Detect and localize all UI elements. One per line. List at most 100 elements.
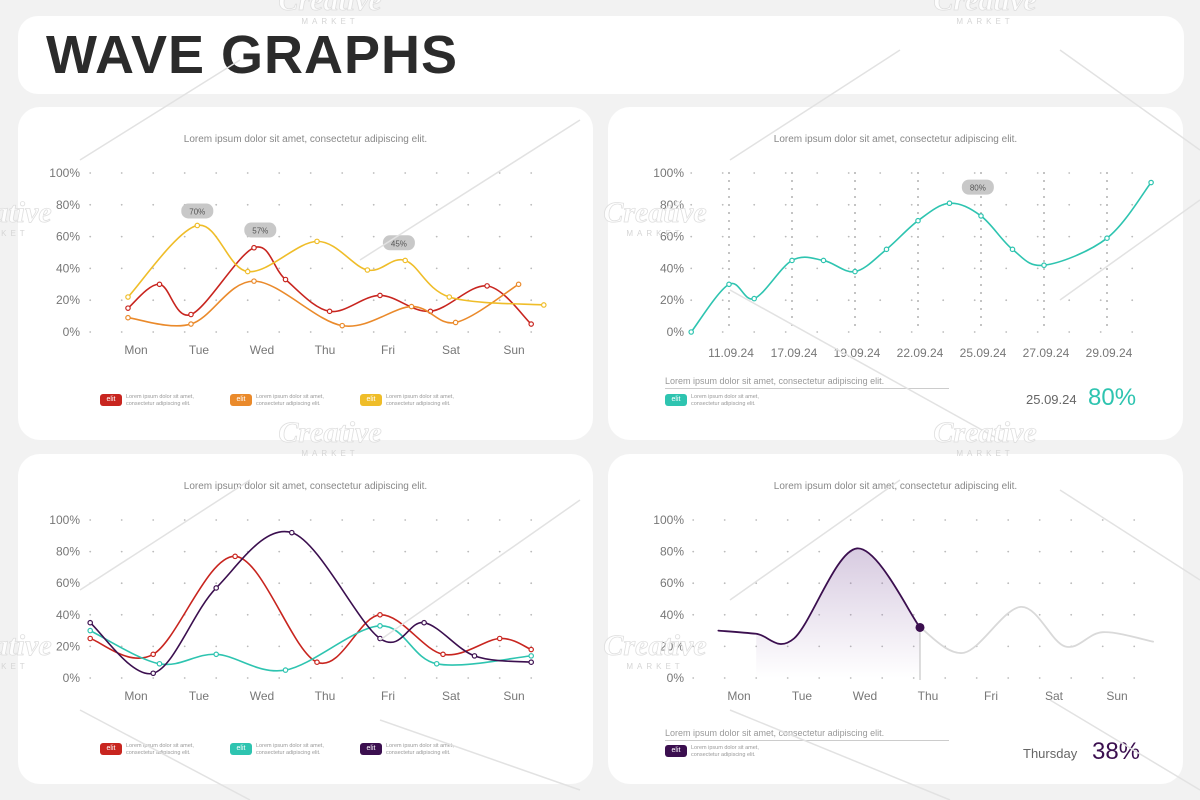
x-tick-label: Tue: [189, 689, 210, 703]
data-point: [440, 651, 446, 658]
grid-dot: [723, 582, 726, 585]
grid-dot: [467, 677, 470, 679]
legend-swatch: elit: [230, 743, 252, 755]
grid-dot: [341, 331, 344, 333]
grid-dot: [498, 645, 501, 648]
grid-dot: [341, 613, 344, 616]
grid-dot: [309, 550, 312, 553]
grid-dot: [530, 267, 533, 270]
grid-dot: [435, 519, 438, 521]
grid-dot: [1070, 677, 1073, 679]
grid-dot: [246, 203, 249, 206]
chart-caption: Lorem ipsum dolor sit amet, consectetur …: [183, 481, 428, 492]
grid-dot: [498, 203, 501, 206]
grid-dot: [372, 267, 375, 270]
grid-dot: [1068, 235, 1071, 238]
grid-dot: [728, 260, 730, 262]
grid-dot: [786, 550, 789, 553]
legend-item: elit Lorem ipsum dolor sit amet, consecte…: [360, 743, 468, 757]
x-tick-label: Wed: [250, 689, 274, 703]
grid-dot: [942, 299, 945, 302]
y-tick-label: 40%: [660, 608, 684, 622]
data-point: [402, 257, 409, 264]
grid-dot: [435, 203, 438, 206]
grid-dot: [975, 550, 978, 553]
grid-dot: [975, 582, 978, 585]
grid-dot: [183, 519, 186, 521]
grid-dot: [728, 228, 730, 230]
grid-dot: [1043, 324, 1045, 326]
grid-dot: [753, 235, 756, 238]
grid-dot: [917, 204, 919, 206]
grid-dot: [728, 180, 730, 182]
grid-dot: [721, 235, 724, 238]
grid-dot: [791, 292, 793, 294]
grid-dot: [1043, 196, 1045, 198]
data-point: [515, 281, 522, 288]
grid-dot: [467, 645, 470, 648]
grid-dot: [120, 203, 123, 206]
y-tick-label: 0%: [667, 671, 685, 685]
grid-dot: [89, 267, 92, 270]
legend-item: elit Lorem ipsum dolor sit amet, consecte…: [360, 394, 468, 408]
grid-dot: [1036, 299, 1039, 302]
grid-dot: [152, 613, 155, 616]
grid-dot: [728, 300, 730, 302]
x-tick-label: Tue: [792, 689, 813, 703]
grid-dot: [1043, 204, 1045, 206]
grid-dot: [917, 196, 919, 198]
grid-dot: [1005, 235, 1008, 238]
chart-panel-date-series: Lorem ipsum dolor sit amet, consectetur …: [608, 107, 1183, 440]
grid-dot: [530, 203, 533, 206]
grid-dot: [530, 677, 533, 679]
grid-dot: [1043, 276, 1045, 278]
wave-chart-svg: 100% 80% 60% 40% 20% 0% Mon Tue Wed Thu Fri Sat Sun: [49, 513, 535, 703]
grid-dot: [89, 645, 92, 648]
grid-dot: [791, 316, 793, 318]
grid-dot: [309, 331, 312, 333]
grid-dot: [784, 235, 787, 238]
grid-dot: [309, 677, 312, 679]
grid-dot: [498, 582, 501, 585]
grid-dot: [816, 267, 819, 270]
grid-dot: [467, 550, 470, 553]
grid-dot: [1043, 284, 1045, 286]
grid-dot: [215, 331, 218, 333]
grid-dot: [341, 677, 344, 679]
data-point: [1148, 179, 1154, 186]
data-point: [528, 646, 535, 653]
grid-dot: [215, 613, 218, 616]
grid-dot: [690, 203, 693, 206]
grid-dot: [917, 212, 919, 214]
grid-dot: [910, 235, 913, 238]
legend-swatch: elit: [100, 394, 122, 406]
grid-dot: [791, 324, 793, 326]
legend-item: elit Lorem ipsum dolor sit amet, consecte…: [230, 394, 338, 408]
grid-dot: [1106, 228, 1108, 230]
grid-dot: [728, 236, 730, 238]
x-tick-label: Sat: [1045, 689, 1064, 703]
legend-text: Lorem ipsum dolor sit amet, consectetur …: [256, 394, 324, 407]
grid-dot: [847, 172, 850, 174]
grid-dot: [723, 519, 726, 521]
grid-dot: [854, 260, 856, 262]
grid-dot: [1101, 582, 1104, 585]
grid-dot: [246, 645, 249, 648]
grid-dot: [973, 331, 976, 333]
grid-dot: [278, 677, 281, 679]
grid-dot: [847, 331, 850, 333]
grid-dot: [721, 267, 724, 270]
y-tick-label: 100%: [653, 166, 684, 180]
grid-dot: [278, 645, 281, 648]
grid-dot: [818, 519, 821, 521]
grid-dot: [467, 613, 470, 616]
chart-panel-weekly-three-series: Lorem ipsum dolor sit amet, consectetur …: [18, 107, 593, 440]
data-point: [883, 246, 890, 253]
y-tick-label: 60%: [660, 576, 684, 590]
grid-dot: [152, 677, 155, 679]
grid-dot: [854, 244, 856, 246]
grid-dot: [1131, 267, 1134, 270]
grid-dot: [1043, 220, 1045, 222]
chart-legend: elit Lorem ipsum dolor sit amet, consecte…: [665, 394, 795, 408]
y-tick-label: 80%: [660, 198, 684, 212]
